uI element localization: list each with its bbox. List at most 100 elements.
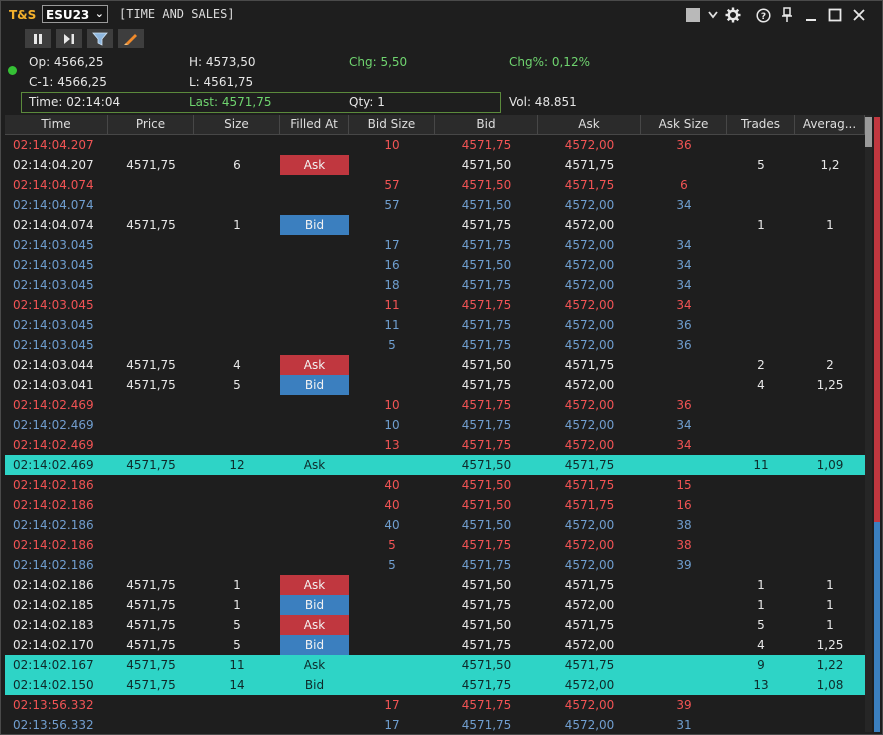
- cell-ask: 4572,00: [564, 638, 615, 652]
- cell-average: [795, 255, 865, 275]
- cell-time: 02:14:02.170: [13, 638, 94, 652]
- filter-button[interactable]: [87, 29, 113, 48]
- cell-ask-size: [641, 355, 727, 375]
- symbol-select[interactable]: ESU23 ⌄: [42, 5, 108, 23]
- cell-ask: 4572,00: [564, 338, 615, 352]
- cell-ask: 4571,75: [564, 618, 615, 632]
- table-row[interactable]: 02:14:02.186 40 4571,50 4571,75 15: [5, 475, 865, 495]
- table-row[interactable]: 02:14:04.207 10 4571,75 4572,00 36: [5, 135, 865, 155]
- cell-bid: 4571,50: [461, 178, 512, 192]
- cell-filled-at: Ask: [280, 155, 349, 175]
- cell-ask: 4572,00: [564, 438, 615, 452]
- column-header-trades[interactable]: Trades: [727, 115, 795, 135]
- table-row[interactable]: 02:14:03.044 4571,75 4 Ask 4571,50 4571,75 2 2: [5, 355, 865, 375]
- table-row[interactable]: 02:14:04.074 57 4571,50 4572,00 34: [5, 195, 865, 215]
- cell-ask-size: [641, 575, 727, 595]
- cell-ask: 4572,00: [564, 318, 615, 332]
- vertical-scrollbar[interactable]: [865, 115, 872, 732]
- cell-bid: 4571,75: [461, 278, 512, 292]
- table-row[interactable]: 02:14:02.469 4571,75 12 Ask 4571,50 4571,75 11…: [5, 455, 865, 475]
- color-swatch-icon[interactable]: [684, 6, 702, 24]
- cell-ask-size: [641, 455, 727, 475]
- cell-price: [108, 395, 194, 415]
- chevron-down-icon[interactable]: [708, 6, 718, 24]
- cell-ask: 4572,00: [564, 718, 615, 732]
- chevron-down-icon: ⌄: [94, 7, 104, 20]
- scrollbar-thumb[interactable]: [865, 117, 872, 147]
- cell-time: 02:14:02.186: [13, 538, 94, 552]
- cell-price: [108, 335, 194, 355]
- table-row[interactable]: 02:14:04.074 4571,75 1 Bid 4571,75 4572,00 1 1: [5, 215, 865, 235]
- table-row[interactable]: 02:14:03.045 11 4571,75 4572,00 36: [5, 315, 865, 335]
- pause-button[interactable]: [25, 29, 51, 48]
- cell-trades: 1: [757, 578, 765, 592]
- cell-ask-size: 34: [676, 238, 692, 252]
- cell-bid-size: [349, 455, 435, 475]
- cell-time: 02:14:02.186: [13, 578, 94, 592]
- table-row[interactable]: 02:14:03.045 11 4571,75 4572,00 34: [5, 295, 865, 315]
- step-forward-button[interactable]: [56, 29, 82, 48]
- minimize-icon[interactable]: [802, 6, 820, 24]
- cell-trades: 5: [757, 158, 765, 172]
- highlight-button[interactable]: [118, 29, 144, 48]
- table-row[interactable]: 02:14:02.185 4571,75 1 Bid 4571,75 4572,00 1 1: [5, 595, 865, 615]
- cell-price: 4571,75: [126, 358, 176, 372]
- cell-trades: [727, 475, 795, 495]
- cell-average: [795, 195, 865, 215]
- table-row[interactable]: 02:14:02.183 4571,75 5 Ask 4571,50 4571,75 5 1: [5, 615, 865, 635]
- table-row[interactable]: 02:14:02.186 40 4571,50 4571,75 16: [5, 495, 865, 515]
- table-row[interactable]: 02:14:02.469 10 4571,75 4572,00 36: [5, 395, 865, 415]
- cell-ask-size: 36: [676, 398, 692, 412]
- column-header-time[interactable]: Time: [5, 115, 108, 135]
- table-row[interactable]: 02:14:02.186 4571,75 1 Ask 4571,50 4571,75 1 1: [5, 575, 865, 595]
- cell-ask-size: [641, 635, 727, 655]
- cell-bid-size: 18: [384, 278, 400, 292]
- table-row[interactable]: 02:14:02.186 5 4571,75 4572,00 39: [5, 555, 865, 575]
- column-header-average[interactable]: Averag...: [795, 115, 865, 135]
- table-row[interactable]: 02:14:02.186 5 4571,75 4572,00 38: [5, 535, 865, 555]
- column-header-filled-at[interactable]: Filled At: [280, 115, 349, 135]
- cell-trades: 1: [757, 218, 765, 232]
- cell-price: [108, 195, 194, 215]
- help-icon[interactable]: ?: [754, 6, 772, 24]
- table-row[interactable]: 02:14:02.167 4571,75 11 Ask 4571,50 4571,75 9 1…: [5, 655, 865, 675]
- cell-size: [194, 715, 280, 735]
- table-row[interactable]: 02:14:04.074 57 4571,50 4571,75 6: [5, 175, 865, 195]
- gear-icon[interactable]: [724, 6, 742, 24]
- cell-ask: 4572,00: [564, 698, 615, 712]
- cell-average: [795, 495, 865, 515]
- column-header-ask[interactable]: Ask: [538, 115, 641, 135]
- cell-average: [795, 275, 865, 295]
- cell-size: 12: [229, 458, 245, 472]
- table-row[interactable]: 02:14:02.186 40 4571,50 4572,00 38: [5, 515, 865, 535]
- cell-time: 02:14:03.044: [13, 358, 94, 372]
- table-row[interactable]: 02:14:03.041 4571,75 5 Bid 4571,75 4572,00 4 1,…: [5, 375, 865, 395]
- column-header-bid-size[interactable]: Bid Size: [349, 115, 435, 135]
- cell-ask: 4571,75: [564, 658, 615, 672]
- cell-filled-at: [280, 335, 349, 355]
- column-header-ask-size[interactable]: Ask Size: [641, 115, 727, 135]
- stat-close-prev: C-1: 4566,25: [29, 75, 107, 89]
- column-header-price[interactable]: Price: [108, 115, 194, 135]
- table-row[interactable]: 02:14:04.207 4571,75 6 Ask 4571,50 4571,75 5 1,…: [5, 155, 865, 175]
- table-row[interactable]: 02:14:02.170 4571,75 5 Bid 4571,75 4572,00 4 1,…: [5, 635, 865, 655]
- table-row[interactable]: 02:13:56.332 17 4571,75 4572,00 31: [5, 715, 865, 735]
- cell-filled-at: [280, 535, 349, 555]
- table-row[interactable]: 02:13:56.332 17 4571,75 4572,00 39: [5, 695, 865, 715]
- table-row[interactable]: 02:14:03.045 18 4571,75 4572,00 34: [5, 275, 865, 295]
- pin-icon[interactable]: [778, 6, 796, 24]
- table-row[interactable]: 02:14:02.469 13 4571,75 4572,00 34: [5, 435, 865, 455]
- cell-bid: 4571,75: [461, 238, 512, 252]
- table-row[interactable]: 02:14:03.045 5 4571,75 4572,00 36: [5, 335, 865, 355]
- table-row[interactable]: 02:14:02.150 4571,75 14 Bid 4571,75 4572,00 13…: [5, 675, 865, 695]
- cell-bid-size: 57: [384, 178, 400, 192]
- maximize-icon[interactable]: [826, 6, 844, 24]
- table-row[interactable]: 02:14:03.045 16 4571,50 4572,00 34: [5, 255, 865, 275]
- column-header-size[interactable]: Size: [194, 115, 280, 135]
- close-icon[interactable]: [850, 6, 868, 24]
- column-header-bid[interactable]: Bid: [435, 115, 538, 135]
- table-row[interactable]: 02:14:02.469 10 4571,75 4572,00 34: [5, 415, 865, 435]
- table-row[interactable]: 02:14:03.045 17 4571,75 4572,00 34: [5, 235, 865, 255]
- cell-filled-at: [280, 475, 349, 495]
- cell-ask-size: 34: [676, 418, 692, 432]
